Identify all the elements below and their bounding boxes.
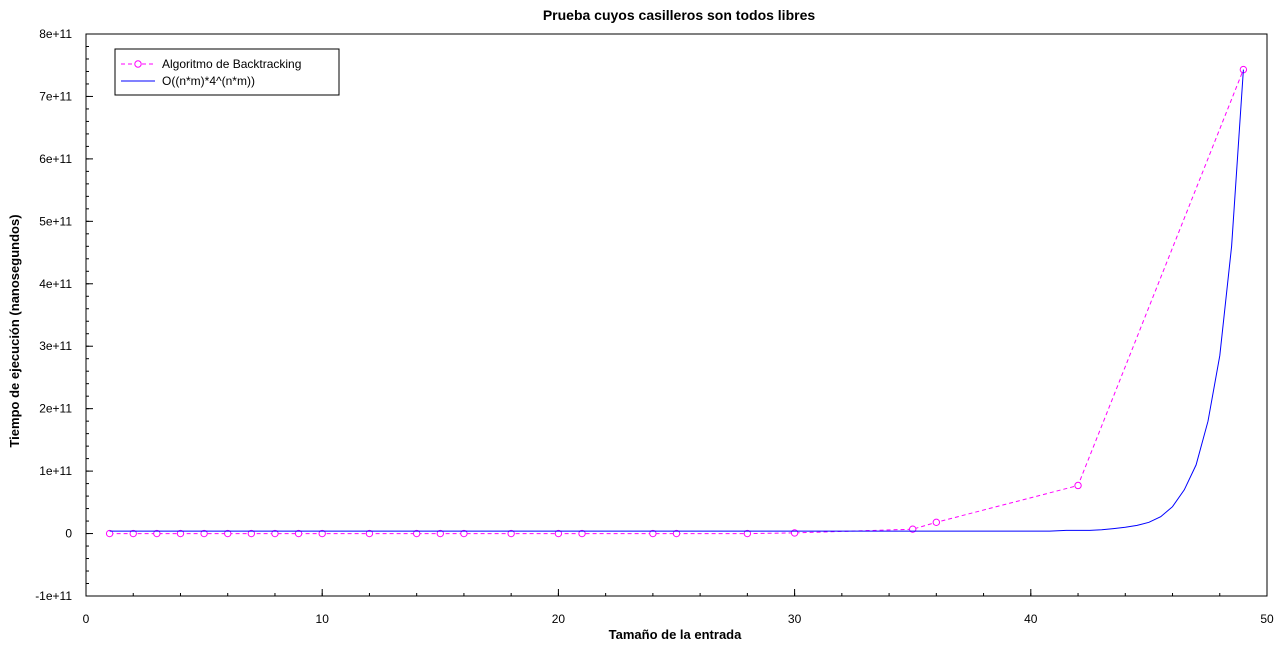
y-tick-label: 1e+11 xyxy=(39,464,72,478)
legend-marker xyxy=(134,60,142,68)
y-tick-label: 3e+11 xyxy=(39,339,72,353)
data-point xyxy=(271,529,279,538)
data-point xyxy=(365,529,374,538)
x-tick-label: 20 xyxy=(552,612,566,626)
data-point xyxy=(436,529,444,538)
x-tick-label: 30 xyxy=(788,612,802,626)
y-tick-label: -1e+11 xyxy=(35,589,72,603)
legend: Algoritmo de Backtracking O((n*m)*4^(n*m)… xyxy=(114,48,340,96)
data-point xyxy=(153,529,161,538)
chart-title: Prueba cuyos casilleros son todos libres xyxy=(543,7,816,23)
y-tick-label: 4e+11 xyxy=(39,277,72,291)
data-point xyxy=(318,529,326,538)
data-point xyxy=(554,529,563,538)
x-tick-label: 50 xyxy=(1260,612,1274,626)
y-axis-label: Tiempo de ejecución (nanosegundos) xyxy=(7,214,22,447)
series-line-1 xyxy=(109,69,1244,535)
y-tick-label: 5e+11 xyxy=(39,214,72,228)
x-tick-label: 0 xyxy=(83,612,90,626)
y-tick-label: 0 xyxy=(65,527,72,541)
data-point xyxy=(105,529,114,538)
legend-label-1: Algoritmo de Backtracking xyxy=(162,57,301,71)
data-point xyxy=(507,529,515,538)
y-tick-label: 2e+11 xyxy=(39,402,72,416)
y-tick-label: 8e+11 xyxy=(39,27,72,41)
data-point xyxy=(224,529,232,538)
data-point xyxy=(649,529,657,538)
legend-label-2: O((n*m)*4^(n*m)) xyxy=(162,74,255,88)
data-point xyxy=(176,529,185,538)
plot-frame xyxy=(85,33,1268,597)
data-point xyxy=(932,518,941,527)
x-tick-label: 10 xyxy=(316,612,330,626)
series-line-2 xyxy=(109,69,1244,532)
series-layer xyxy=(105,65,1248,538)
data-point xyxy=(672,529,681,538)
y-tick-label: 6e+11 xyxy=(39,152,72,166)
data-point xyxy=(578,529,586,538)
y-tick-label: 7e+11 xyxy=(39,89,72,103)
data-point xyxy=(412,529,421,538)
legend-box xyxy=(114,48,340,96)
data-point xyxy=(200,529,208,538)
data-point xyxy=(1074,481,1082,490)
x-tick-label: 40 xyxy=(1024,612,1038,626)
data-point xyxy=(129,529,137,538)
axes: 0 10 20 30 40 50 -1e+11 0 1e+11 2e+11 3e+11 4e+11 5e… xyxy=(35,27,1274,626)
data-point xyxy=(247,529,256,538)
data-point xyxy=(294,529,303,538)
x-axis-label: Tamaño de la entrada xyxy=(609,627,742,642)
data-point xyxy=(743,529,752,538)
data-point xyxy=(460,529,468,538)
